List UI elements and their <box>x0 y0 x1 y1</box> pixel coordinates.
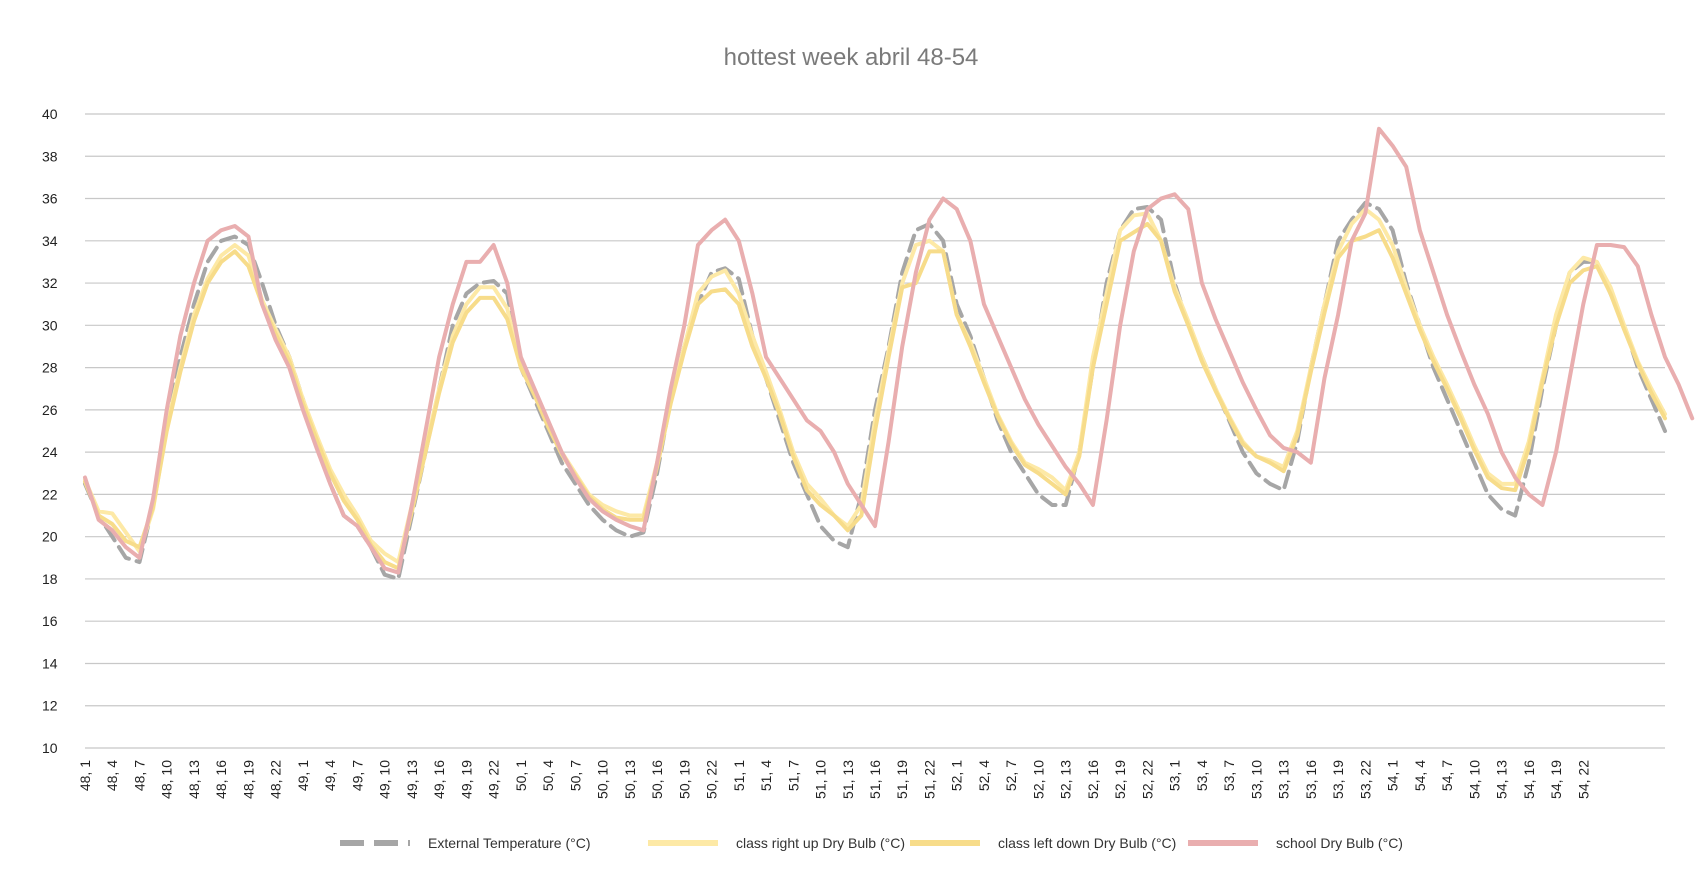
x-tick-label: 49, 19 <box>458 760 474 799</box>
x-tick-label: 51, 7 <box>785 760 801 791</box>
x-tick-label: 50, 16 <box>649 760 665 799</box>
x-tick-label: 54, 19 <box>1548 760 1564 799</box>
y-tick-label: 12 <box>42 698 58 714</box>
x-tick-label: 50, 7 <box>567 760 583 791</box>
x-tick-label: 49, 13 <box>404 760 420 799</box>
x-tick-label: 50, 1 <box>513 760 529 791</box>
x-tick-label: 50, 13 <box>622 760 638 799</box>
legend-label-school: school Dry Bulb (°C) <box>1276 835 1403 851</box>
x-tick-label: 51, 4 <box>758 760 774 791</box>
x-tick-label: 52, 10 <box>1030 760 1046 799</box>
x-tick-label: 48, 7 <box>131 760 147 791</box>
x-tick-label: 48, 22 <box>268 760 284 799</box>
y-tick-label: 10 <box>42 740 58 756</box>
x-tick-label: 51, 19 <box>894 760 910 799</box>
y-tick-label: 26 <box>42 402 58 418</box>
x-tick-label: 51, 13 <box>840 760 856 799</box>
y-tick-label: 14 <box>42 655 58 671</box>
series-line-school-dry-bulb-c <box>83 126 1695 575</box>
x-tick-label: 54, 1 <box>1385 760 1401 791</box>
x-tick-label: 53, 13 <box>1276 760 1292 799</box>
x-tick-label: 53, 16 <box>1303 760 1319 799</box>
x-tick-label: 51, 16 <box>867 760 883 799</box>
x-tick-label: 49, 4 <box>322 760 338 791</box>
x-tick-label: 53, 22 <box>1357 760 1373 799</box>
legend: External Temperature (°C) class right up… <box>340 835 1403 851</box>
y-tick-label: 24 <box>42 444 58 460</box>
x-tick-label: 52, 16 <box>1085 760 1101 799</box>
series-line-class-left-down-dry-bulb-c <box>83 221 1667 571</box>
y-tick-label: 40 <box>42 106 58 122</box>
x-tick-label: 53, 19 <box>1330 760 1346 799</box>
x-tick-label: 54, 16 <box>1521 760 1537 799</box>
x-tick-label: 52, 13 <box>1058 760 1074 799</box>
y-axis-ticks: 10 12 14 16 18 20 22 24 26 28 30 32 34 36 38 40 <box>42 106 58 756</box>
y-tick-label: 22 <box>42 486 58 502</box>
x-tick-label: 48, 13 <box>186 760 202 799</box>
x-tick-label: 48, 16 <box>213 760 229 799</box>
x-tick-label: 51, 22 <box>921 760 937 799</box>
x-tick-label: 51, 1 <box>731 760 747 791</box>
x-tick-label: 49, 16 <box>431 760 447 799</box>
x-tick-label: 54, 10 <box>1466 760 1482 799</box>
x-tick-label: 54, 22 <box>1575 760 1591 799</box>
y-tick-label: 36 <box>42 191 58 207</box>
x-tick-label: 48, 10 <box>159 760 175 799</box>
y-tick-label: 34 <box>42 233 58 249</box>
gridlines <box>85 113 1665 749</box>
x-tick-label: 53, 7 <box>1221 760 1237 791</box>
x-tick-label: 52, 22 <box>1139 760 1155 799</box>
x-tick-label: 53, 4 <box>1194 760 1210 791</box>
y-tick-label: 32 <box>42 275 58 291</box>
x-tick-label: 49, 1 <box>295 760 311 791</box>
x-tick-label: 50, 4 <box>540 760 556 791</box>
x-tick-label: 53, 10 <box>1248 760 1264 799</box>
x-tick-label: 53, 1 <box>1167 760 1183 791</box>
y-tick-label: 18 <box>42 571 58 587</box>
x-tick-label: 49, 10 <box>377 760 393 799</box>
y-tick-label: 38 <box>42 148 58 164</box>
legend-label-class-right-up: class right up Dry Bulb (°C) <box>736 835 905 851</box>
y-tick-label: 16 <box>42 613 58 629</box>
legend-label-external-temperature: External Temperature (°C) <box>428 835 591 851</box>
x-tick-label: 52, 7 <box>1003 760 1019 791</box>
x-tick-label: 50, 22 <box>704 760 720 799</box>
legend-label-class-left-down: class left down Dry Bulb (°C) <box>998 835 1176 851</box>
x-tick-label: 52, 1 <box>949 760 965 791</box>
x-tick-label: 50, 10 <box>595 760 611 799</box>
x-tick-label: 51, 10 <box>813 760 829 799</box>
x-tick-label: 50, 19 <box>676 760 692 799</box>
x-tick-label: 52, 19 <box>1112 760 1128 799</box>
x-tick-label: 48, 1 <box>77 760 93 791</box>
x-axis-ticks: 48, 1 48, 4 48, 7 48, 10 48, 13 48, 16 48, 19 4… <box>77 760 1591 799</box>
y-tick-label: 30 <box>42 317 58 333</box>
x-tick-label: 52, 4 <box>976 760 992 791</box>
x-tick-label: 54, 13 <box>1494 760 1510 799</box>
y-tick-label: 28 <box>42 360 58 376</box>
x-tick-label: 49, 7 <box>349 760 365 791</box>
x-tick-label: 48, 19 <box>240 760 256 799</box>
x-tick-label: 54, 7 <box>1439 760 1455 791</box>
x-tick-label: 48, 4 <box>104 760 120 791</box>
y-tick-label: 20 <box>42 529 58 545</box>
series-lines <box>83 126 1695 581</box>
chart-title: hottest week abril 48-54 <box>724 44 979 71</box>
x-tick-label: 54, 4 <box>1412 760 1428 791</box>
x-tick-label: 49, 22 <box>486 760 502 799</box>
